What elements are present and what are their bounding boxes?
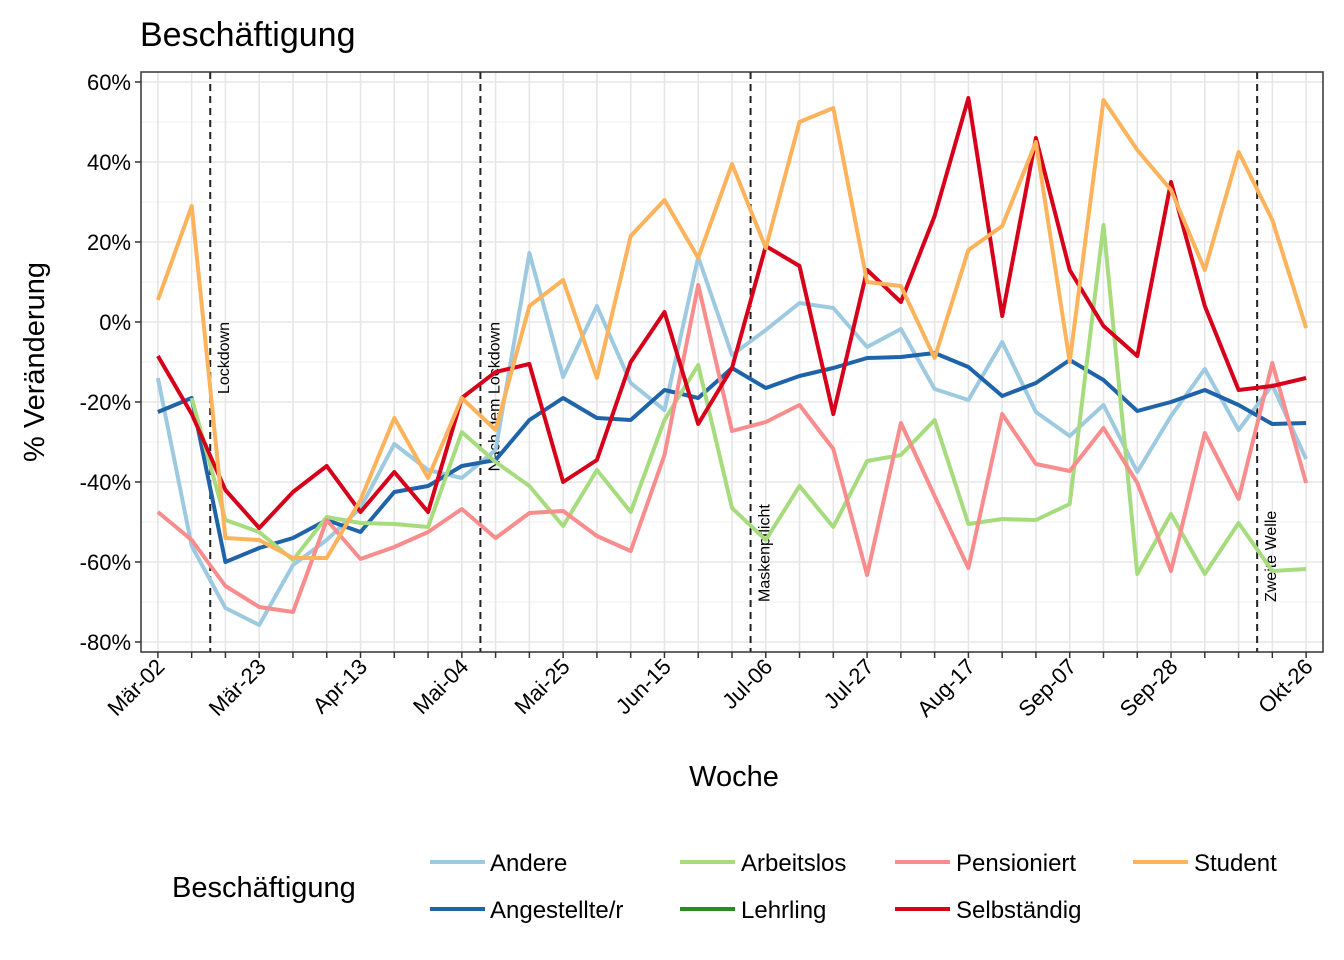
legend-label: Angestellte/r <box>490 897 623 924</box>
legend-label: Student <box>1194 850 1277 877</box>
legend-title: Beschäftigung <box>172 872 356 904</box>
x-axis-title: Woche <box>689 761 779 793</box>
panel-border <box>140 71 1324 653</box>
legend-label: Arbeitslos <box>741 850 846 877</box>
y-tick-label: -60% <box>80 550 131 575</box>
annotation-label: Zweite Welle <box>1263 511 1280 602</box>
legend-label: Lehrling <box>741 897 826 924</box>
y-tick-label: -80% <box>80 630 131 655</box>
y-tick-label: 60% <box>87 70 131 95</box>
y-tick-label: 20% <box>87 230 131 255</box>
legend-label: Pensioniert <box>956 850 1076 877</box>
legend-label: Andere <box>490 850 567 877</box>
series-line <box>156 96 1307 530</box>
y-tick-label: -20% <box>80 390 131 415</box>
y-tick-label: 40% <box>87 150 131 175</box>
annotation-label: Maskenpflicht <box>757 504 774 602</box>
legend-label: Selbständig <box>956 897 1081 924</box>
series-line <box>189 223 1307 576</box>
annotation-label: Lockdown <box>216 322 233 394</box>
chart-title: Beschäftigung <box>140 16 356 54</box>
series-line <box>156 98 1309 560</box>
series-line <box>156 283 1309 614</box>
y-tick-label: -40% <box>80 470 131 495</box>
y-axis-title: % Veränderung <box>19 262 51 462</box>
y-tick-label: 0% <box>99 310 131 335</box>
